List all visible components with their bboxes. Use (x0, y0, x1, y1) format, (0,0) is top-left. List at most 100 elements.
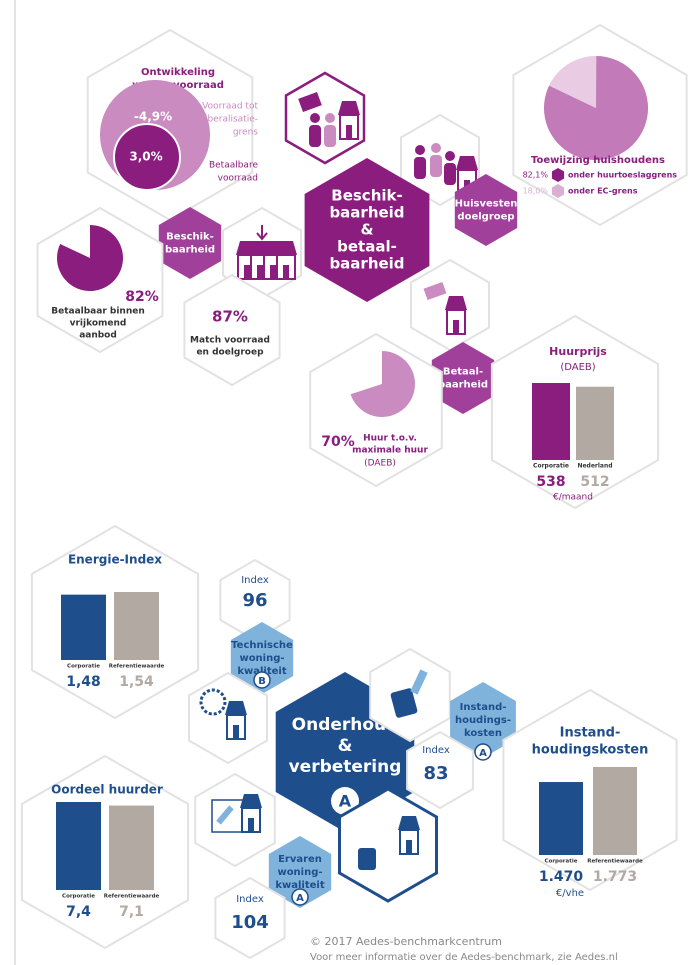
bar (61, 595, 106, 660)
label: Instand- (560, 726, 621, 741)
label: Instand- (460, 702, 507, 713)
icon-tag (358, 848, 376, 870)
label: Huur t.o.v. (363, 434, 417, 444)
bar-name: Corporatie (533, 463, 569, 470)
icon-gear (201, 690, 225, 714)
label: maximale huur (352, 446, 428, 456)
bar-value: 7,1 (119, 904, 144, 920)
label: Betaalbare (209, 161, 259, 171)
label: 82% (125, 289, 159, 305)
label: Oordeel huurder (51, 783, 163, 797)
label: & (360, 221, 373, 239)
label: 96 (242, 590, 267, 611)
bar-name: Referentiewaarde (109, 664, 165, 670)
label: Betaal- (443, 367, 483, 378)
icon-body (309, 125, 321, 147)
icon-door (453, 320, 459, 334)
label: Ontwikkeling (141, 67, 215, 78)
icon-head (445, 151, 455, 161)
label: Beschik- (166, 232, 214, 243)
label: verbetering (289, 757, 402, 777)
icon-door (406, 840, 412, 854)
bar-name: Corporatie (545, 859, 578, 865)
label: & (338, 736, 353, 756)
label: Index (241, 575, 269, 586)
bar-value: 1.773 (593, 869, 637, 885)
bar-name: Nederland (577, 463, 612, 470)
bar (114, 592, 159, 660)
icon-head (325, 113, 335, 123)
bar (576, 387, 614, 460)
icon-door (248, 818, 254, 832)
label: grens (233, 128, 258, 138)
icon-door (270, 265, 276, 279)
label: (DAEB) (560, 362, 595, 373)
bar (593, 767, 637, 855)
label: Index (422, 745, 450, 756)
badge-letter: A (479, 748, 487, 759)
label: 82,1% (523, 171, 549, 180)
label: €/vhe (556, 888, 584, 899)
badge-letter: A (339, 792, 352, 811)
label: Betaalbaar binnen (51, 307, 145, 317)
label: Huisvesten (455, 199, 518, 210)
label: 3,0% (129, 150, 162, 164)
bar-value: 1,54 (119, 674, 154, 690)
label: 70% (321, 434, 355, 450)
label: onder huurtoeslaggrens (568, 171, 677, 180)
bar-value: 1.470 (539, 869, 584, 885)
bar-value: 512 (580, 474, 609, 490)
label: aanbod (79, 331, 117, 341)
bar-value: 538 (536, 474, 565, 490)
label: 18,0% (523, 187, 549, 196)
label: Index (236, 894, 264, 905)
bar (56, 802, 101, 890)
icon-head (310, 113, 320, 123)
label: Ervaren (278, 854, 322, 865)
label: €/maand (553, 493, 593, 503)
label: onder EC-grens (568, 187, 638, 196)
footer-text: Voor meer informatie over de Aedes-bench… (310, 952, 618, 963)
label: baarheid (438, 380, 488, 391)
label: doelgroep (457, 212, 514, 223)
bar-value: 1,48 (66, 674, 101, 690)
bar-value: 7,4 (66, 904, 91, 920)
icon-door (257, 265, 263, 279)
label: liberalisatie- (203, 115, 259, 125)
icon-body (414, 157, 426, 179)
page: {"top": { "center": ["Beschik-", "baarhe… (0, 0, 698, 965)
label: houdingskosten (532, 743, 649, 758)
bar-name: Referentiewaarde (104, 894, 160, 900)
icon-door (244, 265, 250, 279)
label: houdings- (455, 715, 511, 726)
footer-text: © 2017 Aedes-benchmarkcentrum (310, 935, 502, 948)
label: baarheid (329, 255, 404, 273)
bar (532, 383, 570, 460)
bar-name: Referentiewaarde (587, 859, 643, 865)
label: woning- (239, 653, 284, 664)
label: kosten (464, 728, 502, 739)
icon-door (283, 265, 289, 279)
label: -4,9% (134, 110, 172, 124)
infographic: Ontwikkelingwoningvoorraad-4,9%3,0%Voorr… (0, 0, 698, 965)
label: vrijkomend (70, 319, 127, 329)
label: (DAEB) (364, 459, 396, 469)
badge-letter: A (296, 893, 304, 904)
badge-letter: B (258, 676, 266, 687)
bar (109, 806, 154, 890)
icon-door (346, 125, 352, 139)
icon-door (233, 725, 239, 739)
label: Toewijzing huishoudens (531, 155, 665, 166)
label: woning- (277, 867, 322, 878)
icon-body (430, 155, 442, 177)
icon-head (431, 143, 441, 153)
label: 87% (212, 308, 248, 326)
icon-head (415, 145, 425, 155)
icon-body (324, 125, 336, 147)
label: betaal- (337, 238, 397, 256)
icon-body (444, 163, 456, 185)
label: Energie-Index (68, 553, 162, 567)
label: 104 (231, 912, 269, 933)
label: Huurprijs (549, 345, 607, 358)
label: en doelgroep (196, 348, 264, 358)
